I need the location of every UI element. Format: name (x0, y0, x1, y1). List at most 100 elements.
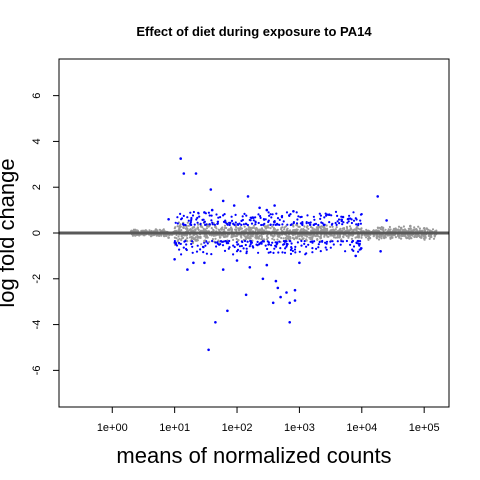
scatter-point (325, 227, 329, 230)
scatter-point (257, 251, 260, 254)
scatter-point (385, 219, 388, 222)
x-tick-label: 1e+05 (409, 422, 440, 434)
scatter-point (246, 223, 249, 227)
scatter-point (182, 214, 185, 217)
scatter-point (220, 227, 223, 230)
scatter-point (225, 235, 228, 238)
scatter-point (236, 234, 239, 237)
scatter-point (357, 227, 360, 230)
scatter-point (187, 219, 190, 222)
scatter-point (274, 223, 277, 226)
scatter-point (394, 228, 397, 231)
scatter-point (345, 234, 348, 238)
scatter-point (210, 208, 214, 212)
scatter-point (273, 228, 277, 231)
scatter-point (278, 218, 281, 221)
scatter-point (357, 222, 360, 226)
scatter-point (358, 243, 361, 246)
scatter-point (271, 234, 274, 237)
scatter-point (338, 235, 342, 238)
scatter-point (296, 241, 299, 244)
scatter-point (245, 227, 248, 230)
scatter-point (222, 214, 225, 217)
scatter-point (303, 242, 306, 245)
scatter-point (413, 226, 416, 229)
scatter-point (299, 216, 302, 219)
scatter-point (142, 234, 145, 237)
scatter-point (305, 238, 308, 241)
scatter-point (198, 215, 201, 218)
scatter-point (215, 227, 218, 230)
scatter-point (200, 243, 203, 246)
scatter-point (199, 222, 202, 225)
scatter-point (246, 236, 249, 239)
scatter-point (251, 216, 254, 219)
scatter-point (351, 248, 354, 251)
scatter-point (177, 241, 181, 244)
x-axis: 1e+00 1e+01 1e+02 1e+03 1e+04 1e+05 (97, 407, 440, 434)
scatter-point (329, 246, 332, 249)
scatter-point (267, 211, 270, 214)
y-tick-label: -6 (31, 365, 43, 375)
scatter-point (196, 216, 199, 219)
scatter-point (333, 236, 336, 239)
scatter-point (350, 237, 354, 240)
scatter-point (435, 229, 438, 232)
scatter-point (256, 240, 259, 243)
scatter-point (223, 224, 227, 227)
scatter-point (394, 236, 397, 239)
scatter-point (266, 240, 269, 243)
scatter-point (176, 222, 179, 225)
scatter-point (191, 251, 194, 254)
scatter-point (240, 240, 243, 243)
scatter-point (270, 244, 273, 247)
scatter-point (325, 214, 328, 217)
x-tick-label: 1e+00 (97, 422, 128, 434)
scatter-point (397, 225, 401, 228)
scatter-point (409, 224, 412, 228)
scatter-point (365, 229, 368, 232)
scatter-point (205, 223, 208, 226)
scatter-point (243, 225, 246, 228)
scatter-point (305, 221, 308, 224)
scatter-point (321, 229, 324, 232)
y-tick-label: 6 (31, 93, 43, 99)
scatter-point (325, 240, 329, 243)
scatter-point (427, 234, 430, 237)
scatter-point (186, 268, 189, 271)
scatter-point (248, 266, 252, 269)
scatter-point (191, 245, 194, 248)
scatter-point (214, 321, 217, 324)
scatter-point (269, 213, 272, 216)
scatter-point (337, 229, 340, 232)
scatter-point (276, 217, 280, 220)
scatter-point (226, 223, 229, 226)
scatter-point (285, 244, 288, 247)
scatter-point (247, 234, 250, 237)
scatter-point (301, 237, 304, 241)
scatter-point (230, 215, 233, 218)
scatter-point (342, 236, 345, 239)
scatter-point (349, 243, 352, 246)
scatter-point (295, 224, 298, 227)
scatter-point (235, 241, 238, 244)
scatter-point (224, 226, 227, 229)
scatter-point (357, 250, 360, 253)
scatter-point (208, 223, 211, 226)
scatter-point (273, 234, 276, 237)
scatter-point (359, 222, 362, 225)
scatter-point (232, 253, 235, 256)
scatter-point (173, 227, 176, 230)
scatter-point (324, 212, 327, 215)
scatter-point (360, 227, 363, 230)
scatter-point (340, 240, 343, 243)
scatter-point (266, 247, 269, 251)
scatter-point (292, 210, 295, 213)
scatter-point (154, 228, 158, 231)
scatter-point (251, 226, 254, 229)
scatter-point (348, 225, 352, 228)
scatter-point (407, 227, 410, 230)
scatter-point (323, 216, 326, 219)
scatter-point (222, 240, 225, 243)
scatter-point (265, 238, 269, 241)
